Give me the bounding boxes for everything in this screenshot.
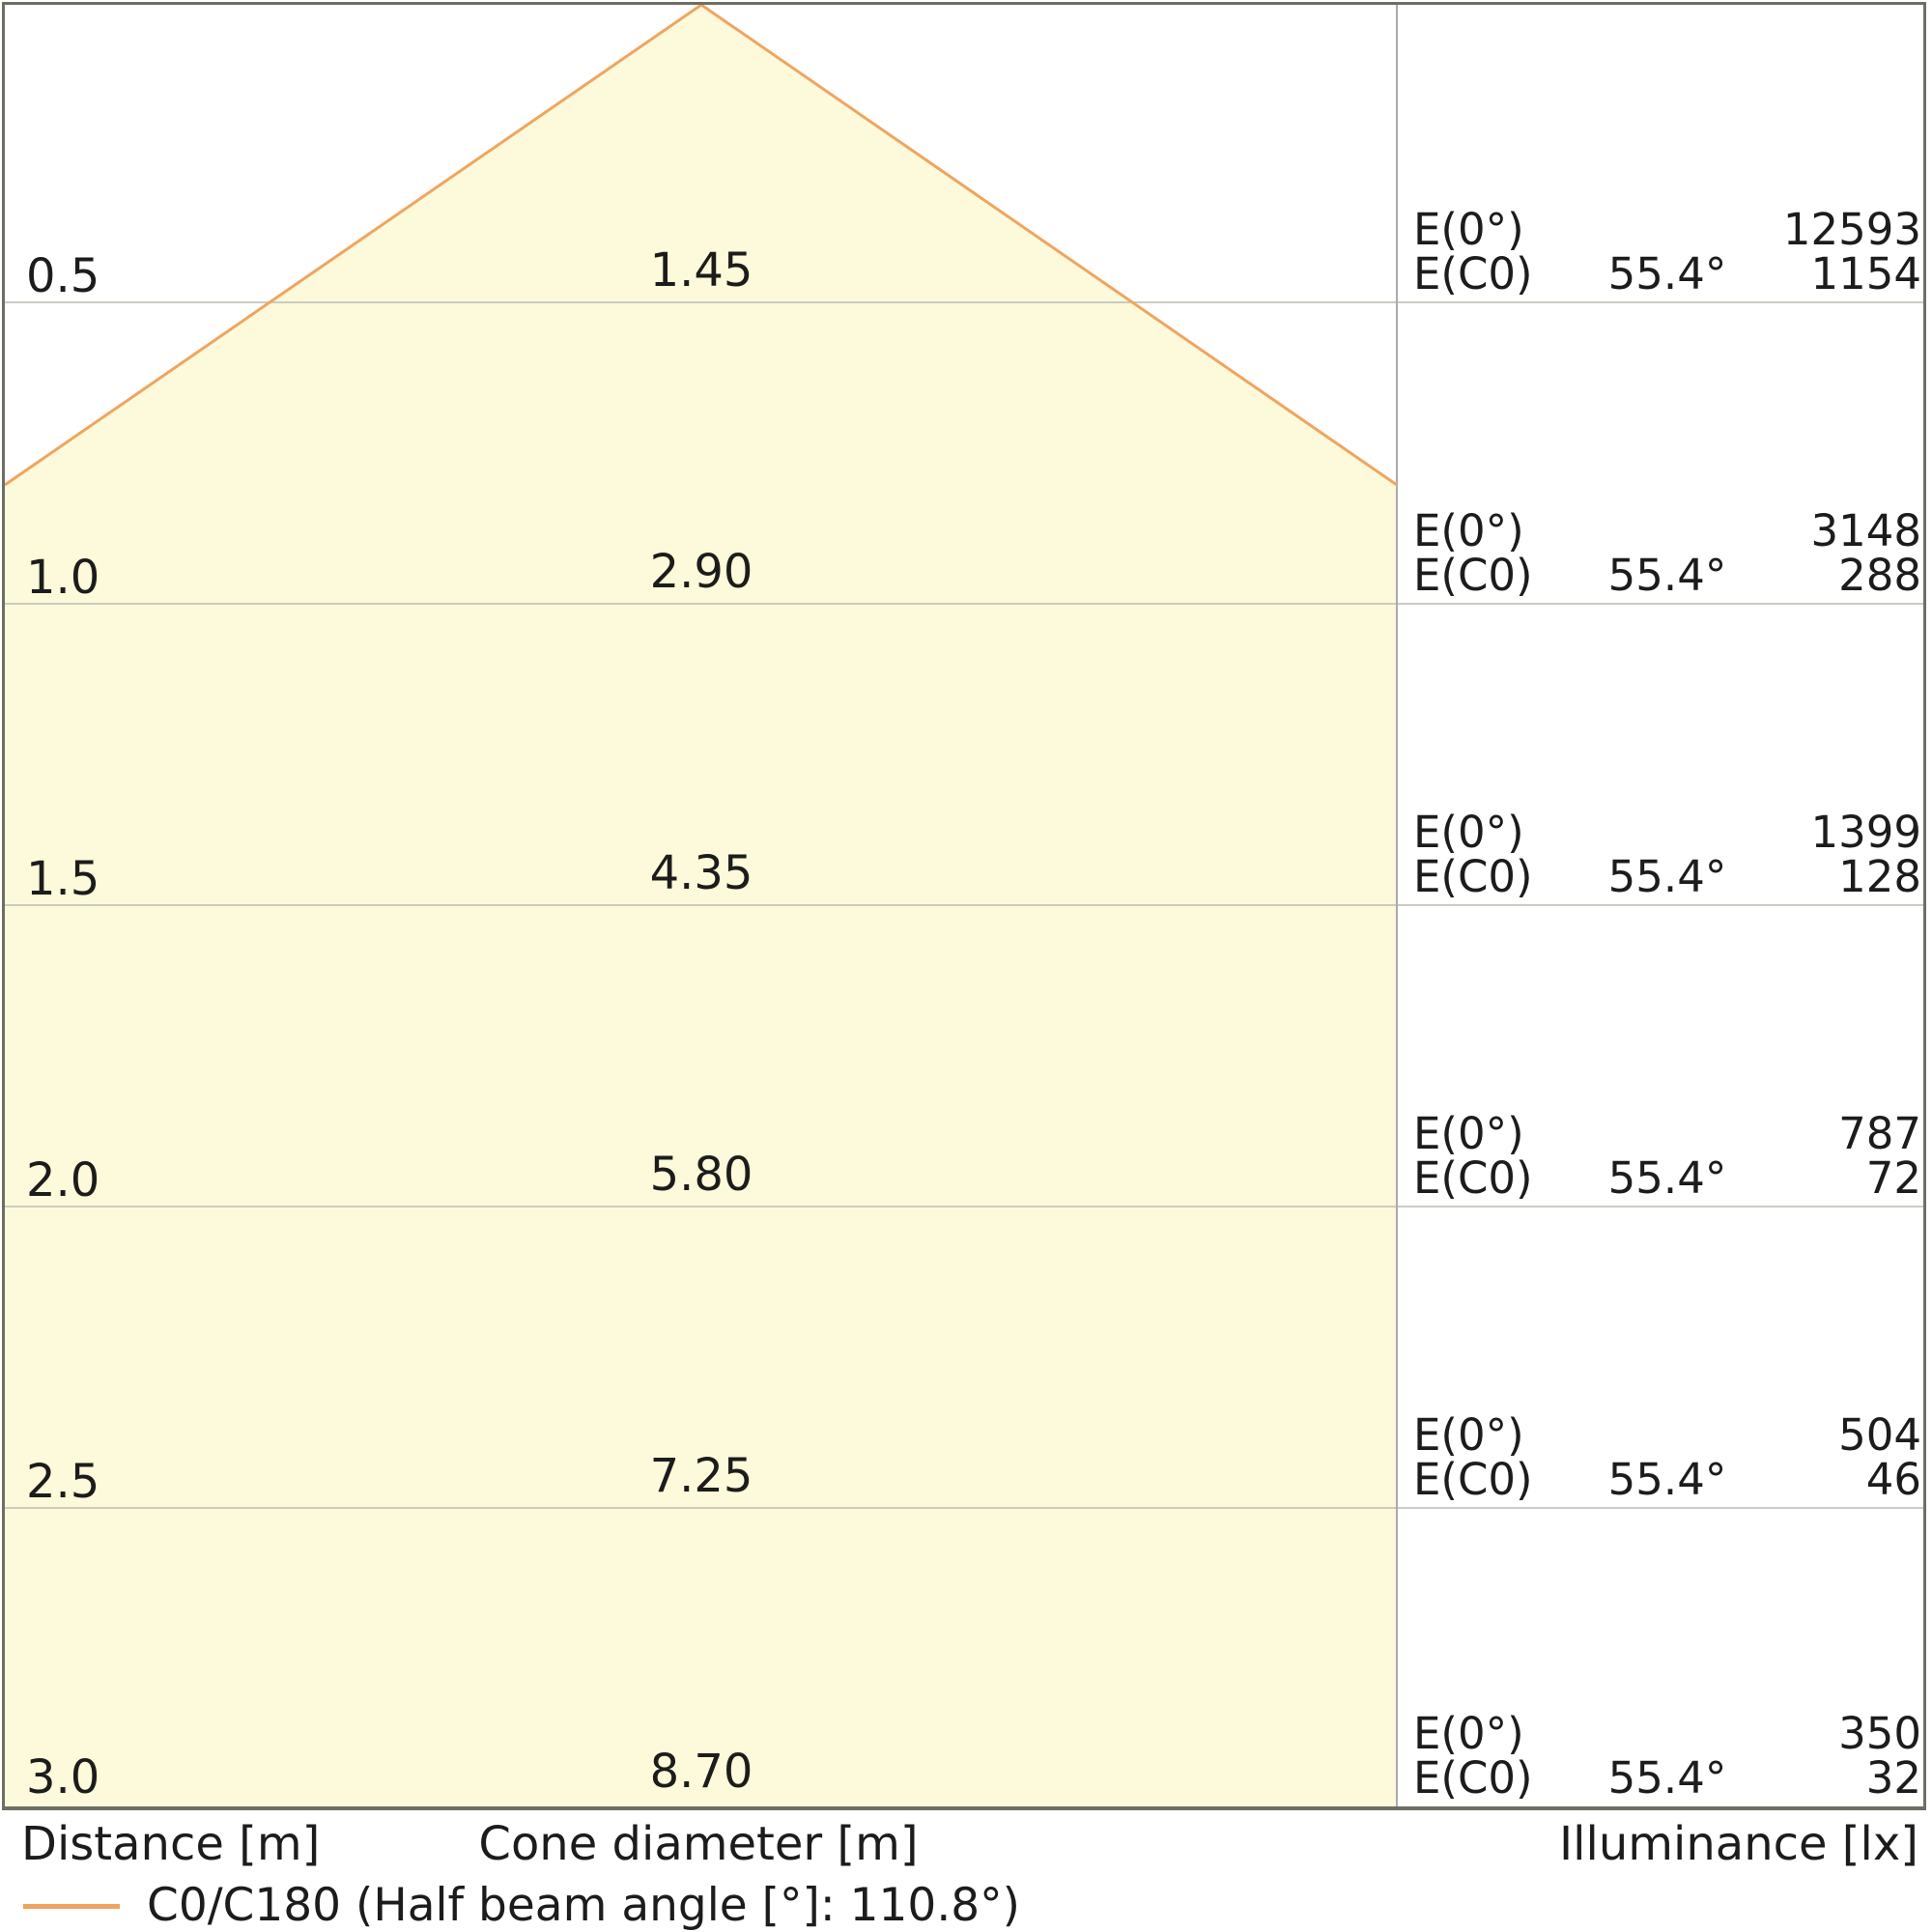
- distance-axis-caption: Distance [m]: [21, 1817, 321, 1871]
- e0-value: 3148: [1810, 505, 1921, 556]
- ec0-label: E(C0): [1413, 1454, 1533, 1505]
- cone-diameter-label: 8.70: [649, 1745, 753, 1799]
- e0-line: E(0°) 787: [1413, 1112, 1921, 1156]
- cone-diameter-label: 2.90: [649, 545, 753, 599]
- ec0-value: 128: [1838, 851, 1921, 902]
- ec0-line: E(C0) 55.4° 288: [1413, 554, 1921, 598]
- illuminance-row-1.0m: E(0°) 3148 E(C0) 55.4° 288: [1413, 509, 1921, 598]
- e0-value: 12593: [1782, 204, 1921, 255]
- e0-line: E(0°) 3148: [1413, 509, 1921, 554]
- half-angle-value: 55.4°: [1607, 1454, 1727, 1505]
- ec0-label: E(C0): [1413, 1152, 1533, 1204]
- ec0-label: E(C0): [1413, 851, 1533, 902]
- distance-tick-label: 3.0: [26, 1750, 100, 1804]
- legend-label: C0/C180 (Half beam angle [°]: 110.8°): [147, 1879, 1020, 1932]
- ec0-value: 72: [1865, 1152, 1921, 1204]
- ec0-label: E(C0): [1413, 1752, 1533, 1804]
- e0-value: 787: [1838, 1108, 1921, 1159]
- ec0-value: 288: [1838, 550, 1921, 601]
- cone-diameter-axis-caption: Cone diameter [m]: [478, 1817, 919, 1871]
- ec0-line: E(C0) 55.4° 46: [1413, 1458, 1921, 1502]
- half-angle-value: 55.4°: [1607, 248, 1727, 299]
- ec0-label: E(C0): [1413, 248, 1533, 299]
- illuminance-row-2.0m: E(0°) 787 E(C0) 55.4° 72: [1413, 1112, 1921, 1201]
- cone-diameter-label: 1.45: [649, 243, 753, 298]
- legend: C0/C180 (Half beam angle [°]: 110.8°): [23, 1882, 1020, 1930]
- e0-label: E(0°): [1413, 1108, 1524, 1159]
- illuminance-row-1.5m: E(0°) 1399 E(C0) 55.4° 128: [1413, 810, 1921, 899]
- e0-label: E(0°): [1413, 505, 1524, 556]
- ec0-label: E(C0): [1413, 550, 1533, 601]
- cone-edge-left: [5, 5, 702, 487]
- cone-diameter-label: 5.80: [649, 1148, 753, 1202]
- ec0-value: 1154: [1810, 248, 1921, 299]
- cone-edge-right: [700, 5, 1398, 487]
- illuminance-row-0.5m: E(0°) 12593 E(C0) 55.4° 1154: [1413, 208, 1921, 297]
- e0-value: 350: [1838, 1708, 1921, 1759]
- cone-diameter-label: 4.35: [649, 846, 753, 900]
- illuminance-axis-caption: Illuminance [lx]: [1559, 1817, 1918, 1871]
- half-angle-value: 55.4°: [1607, 550, 1727, 601]
- e0-label: E(0°): [1413, 204, 1524, 255]
- e0-line: E(0°) 504: [1413, 1413, 1921, 1458]
- half-angle-value: 55.4°: [1607, 1152, 1727, 1204]
- distance-tick-label: 1.0: [26, 551, 100, 605]
- e0-line: E(0°) 1399: [1413, 810, 1921, 855]
- illuminance-row-2.5m: E(0°) 504 E(C0) 55.4° 46: [1413, 1413, 1921, 1502]
- e0-value: 1399: [1810, 807, 1921, 858]
- e0-label: E(0°): [1413, 1708, 1524, 1759]
- legend-line-swatch: [23, 1903, 120, 1909]
- half-angle-value: 55.4°: [1607, 851, 1727, 902]
- ec0-value: 46: [1865, 1454, 1921, 1505]
- ec0-line: E(C0) 55.4° 32: [1413, 1756, 1921, 1801]
- half-angle-value: 55.4°: [1607, 1752, 1727, 1804]
- e0-label: E(0°): [1413, 1409, 1524, 1461]
- cone-plot: [5, 5, 1923, 1806]
- e0-line: E(0°) 12593: [1413, 208, 1921, 252]
- chart-area: 0.5 1.0 1.5 2.0 2.5 3.0 1.45 2.90 4.35 5…: [2, 2, 1926, 1810]
- e0-value: 504: [1838, 1409, 1921, 1461]
- ec0-line: E(C0) 55.4° 1154: [1413, 252, 1921, 297]
- distance-tick-label: 2.0: [26, 1153, 100, 1208]
- distance-tick-label: 0.5: [26, 249, 100, 303]
- ec0-line: E(C0) 55.4° 128: [1413, 855, 1921, 899]
- ec0-value: 32: [1865, 1752, 1921, 1804]
- ec0-line: E(C0) 55.4° 72: [1413, 1156, 1921, 1201]
- e0-label: E(0°): [1413, 807, 1524, 858]
- cone-diameter-label: 7.25: [649, 1449, 753, 1503]
- e0-line: E(0°) 350: [1413, 1712, 1921, 1756]
- distance-tick-label: 2.5: [26, 1455, 100, 1509]
- illuminance-row-3.0m: E(0°) 350 E(C0) 55.4° 32: [1413, 1712, 1921, 1801]
- distance-tick-label: 1.5: [26, 852, 100, 906]
